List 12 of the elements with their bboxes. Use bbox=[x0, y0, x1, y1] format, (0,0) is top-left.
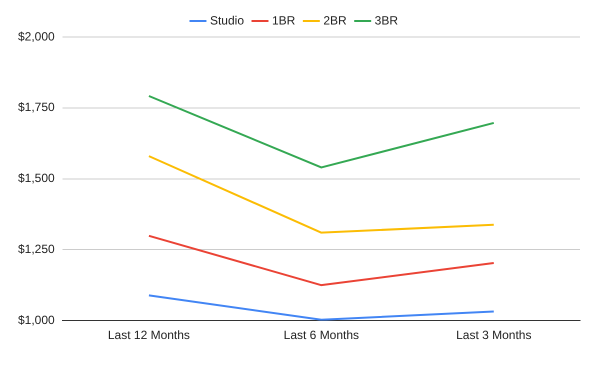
legend-label: Studio bbox=[210, 13, 244, 28]
y-tick-label: $2,000 bbox=[18, 29, 56, 44]
x-tick-label: Last 3 Months bbox=[456, 328, 532, 342]
x-tick-label: Last 12 Months bbox=[108, 328, 190, 342]
x-tick-label: Last 6 Months bbox=[284, 328, 360, 342]
y-tick-label: $1,500 bbox=[18, 171, 56, 186]
y-tick-label: $1,250 bbox=[18, 242, 56, 256]
legend-label: 1BR bbox=[272, 13, 296, 28]
legend-label: 3BR bbox=[374, 13, 398, 28]
y-tick-label: $1,750 bbox=[18, 100, 56, 114]
y-tick-label: $1,000 bbox=[18, 312, 56, 327]
legend-label: 2BR bbox=[323, 13, 348, 28]
